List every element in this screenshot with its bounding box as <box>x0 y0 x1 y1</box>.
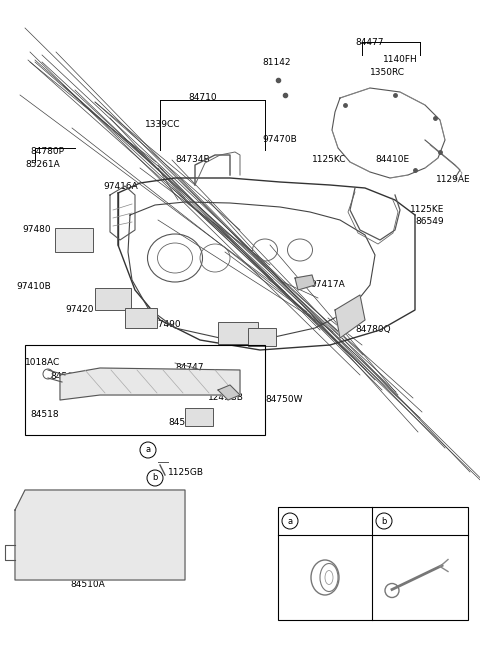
Text: 85261C: 85261C <box>20 530 55 539</box>
Polygon shape <box>60 368 240 400</box>
Text: 84777D: 84777D <box>218 330 253 339</box>
Text: 97420: 97420 <box>65 305 94 314</box>
Bar <box>95 288 131 310</box>
Bar <box>218 322 258 344</box>
Text: 1125GB: 1125GB <box>168 468 204 477</box>
Text: 84477: 84477 <box>355 38 384 47</box>
Text: 84780Q: 84780Q <box>355 325 391 334</box>
Text: 1249GB: 1249GB <box>208 393 244 402</box>
Text: 84545: 84545 <box>168 418 196 427</box>
Text: 84747: 84747 <box>175 363 204 372</box>
Text: 1125KE: 1125KE <box>410 205 444 214</box>
Text: 84518G: 84518G <box>323 522 359 531</box>
Text: 97416A: 97416A <box>103 182 138 191</box>
Text: 97410B: 97410B <box>16 282 51 291</box>
Polygon shape <box>335 295 365 338</box>
Polygon shape <box>218 385 240 400</box>
Text: 84515E: 84515E <box>403 522 437 531</box>
Text: 84780P: 84780P <box>30 147 64 156</box>
Polygon shape <box>15 490 185 580</box>
Bar <box>55 228 93 252</box>
Text: 84710: 84710 <box>188 93 216 102</box>
Text: 84560A: 84560A <box>50 372 85 381</box>
Polygon shape <box>295 275 315 290</box>
Bar <box>125 308 157 328</box>
Text: a: a <box>145 445 151 455</box>
Text: 1018AC: 1018AC <box>25 358 60 367</box>
Text: 84510A: 84510A <box>70 580 105 589</box>
Text: 84734B: 84734B <box>175 155 210 164</box>
Text: 1140FH: 1140FH <box>383 55 418 64</box>
Text: 1125KC: 1125KC <box>312 155 347 164</box>
Bar <box>248 328 276 346</box>
Text: 97490: 97490 <box>152 320 180 329</box>
Text: 97417A: 97417A <box>310 280 345 289</box>
Text: b: b <box>152 474 158 483</box>
Text: 1339CC: 1339CC <box>145 120 180 129</box>
Bar <box>278 507 468 620</box>
Text: 84410E: 84410E <box>375 155 409 164</box>
Text: 97480: 97480 <box>22 225 50 234</box>
Text: 1129AE: 1129AE <box>436 175 470 184</box>
Text: 85261A: 85261A <box>25 160 60 169</box>
Text: 97470B: 97470B <box>262 135 297 144</box>
Text: 84518: 84518 <box>30 410 59 419</box>
Text: b: b <box>381 517 387 525</box>
Bar <box>25 345 265 435</box>
Text: 1350RC: 1350RC <box>370 68 405 77</box>
Bar <box>185 408 213 426</box>
Text: 86549: 86549 <box>415 217 444 226</box>
Text: 81142: 81142 <box>262 58 290 67</box>
Text: a: a <box>288 517 293 525</box>
Text: 84750W: 84750W <box>265 395 302 404</box>
